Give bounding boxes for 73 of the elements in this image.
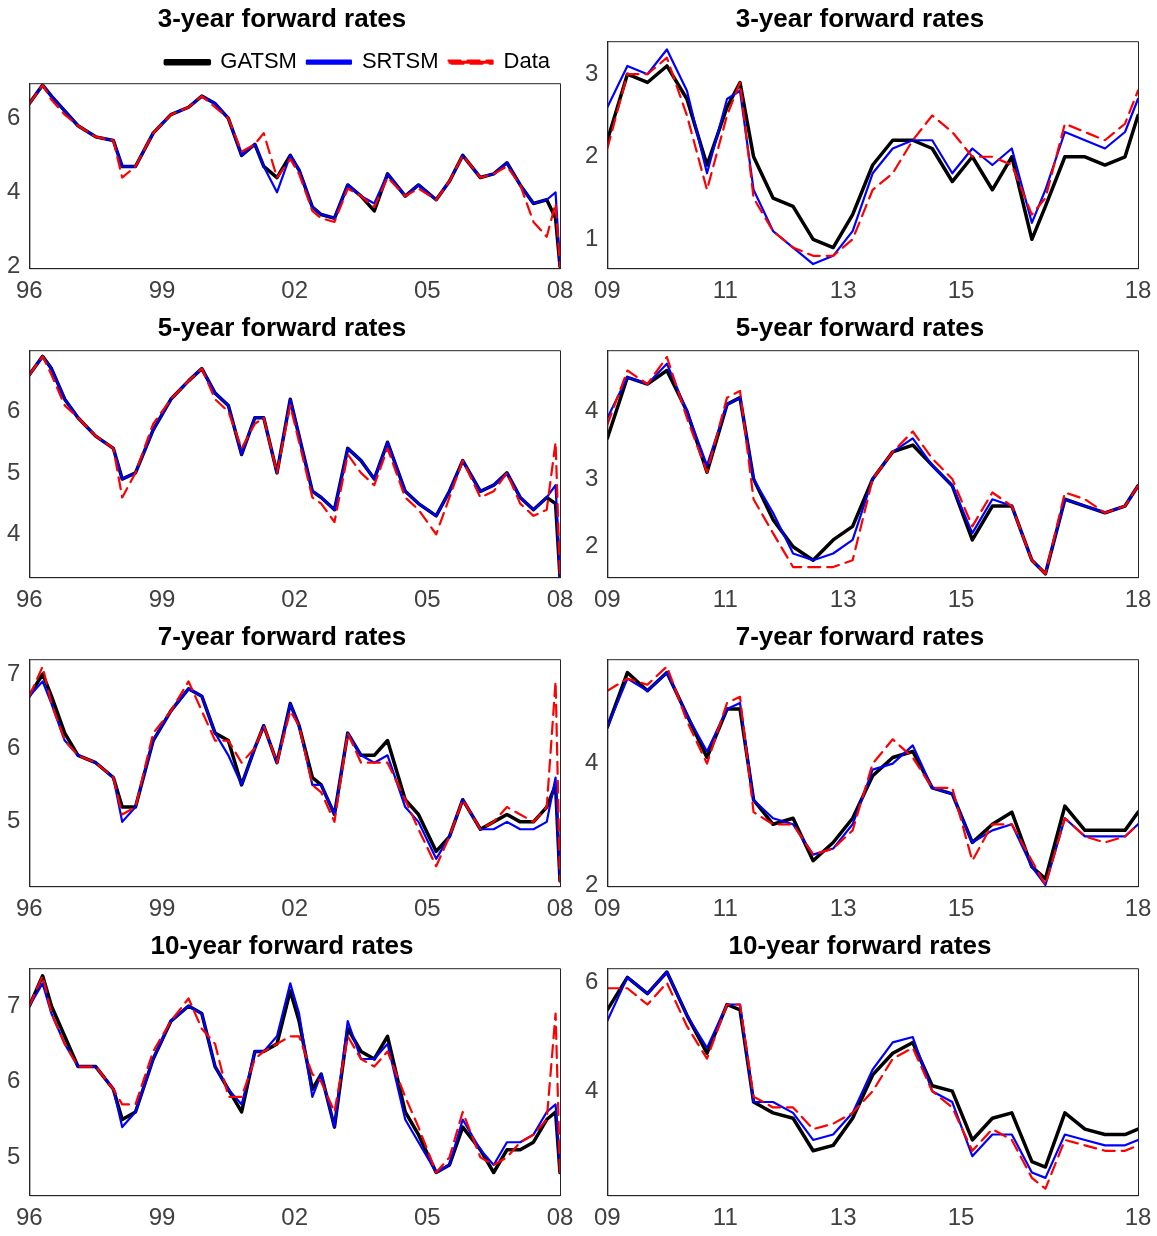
chart-title: 3-year forward rates [735,2,985,33]
chart-title: 7-year forward rates [735,620,985,651]
y-tick-label: 6 [6,1066,21,1094]
x-tick-label: 05 [413,585,441,613]
y-tick-label: 6 [6,102,21,130]
x-tick-label: 99 [148,1203,176,1231]
chart-title: 10-year forward rates [150,929,414,960]
y-tick-label: 1 [584,223,599,251]
x-tick-label: 09 [594,894,621,922]
x-tick-label: 96 [16,585,43,613]
y-tick-label: 3 [584,463,599,491]
x-tick-label: 11 [712,894,738,922]
y-tick-label: 4 [584,1075,599,1103]
x-tick-label: 11 [712,1203,738,1231]
x-tick-label: 13 [829,276,857,304]
x-tick-label: 18 [1124,276,1152,304]
chart-title: 5-year forward rates [735,311,985,342]
x-tick-label: 08 [546,276,574,304]
x-tick-label: 05 [413,276,441,304]
x-tick-label: 13 [829,585,857,613]
chart-title: 5-year forward rates [157,311,407,342]
x-tick-label: 02 [281,894,309,922]
x-tick-label: 15 [947,276,975,304]
y-tick-label: 7 [6,658,21,686]
y-tick-label: 5 [6,806,21,834]
x-tick-label: 96 [16,894,43,922]
y-tick-label: 4 [6,518,21,546]
x-tick-label: 05 [413,894,441,922]
y-tick-label: 6 [584,967,599,995]
legend-label: Data [503,48,551,74]
x-tick-label: 15 [947,894,975,922]
y-tick-label: 4 [584,395,599,423]
x-tick-label: 15 [947,585,975,613]
y-tick-label: 6 [6,396,21,424]
x-tick-label: 18 [1124,894,1152,922]
x-tick-label: 15 [947,1203,975,1231]
y-tick-label: 2 [584,869,599,897]
x-tick-label: 99 [148,276,176,304]
legend-label: GATSM [220,48,297,74]
x-tick-label: 02 [281,276,309,304]
y-tick-label: 4 [584,748,599,776]
chart-title: 7-year forward rates [157,620,407,651]
x-tick-label: 02 [281,585,309,613]
x-tick-label: 18 [1124,1203,1152,1231]
x-tick-label: 13 [829,1203,857,1231]
x-tick-label: 99 [148,894,176,922]
y-tick-label: 4 [6,176,21,204]
x-tick-label: 05 [413,1203,441,1231]
y-tick-label: 5 [6,457,21,485]
x-tick-label: 11 [712,585,738,613]
y-tick-label: 2 [584,531,599,559]
y-tick-label: 2 [584,141,599,169]
x-tick-label: 09 [594,276,621,304]
y-tick-label: 3 [584,58,599,86]
y-tick-label: 6 [6,732,21,760]
y-tick-label: 5 [6,1141,21,1169]
x-tick-label: 08 [546,894,574,922]
x-tick-label: 09 [594,1203,621,1231]
x-tick-label: 02 [281,1203,309,1231]
y-tick-label: 7 [6,990,21,1018]
x-tick-label: 18 [1124,585,1152,613]
x-tick-label: 09 [594,585,621,613]
chart-title: 3-year forward rates [157,2,407,33]
x-tick-label: 99 [148,585,176,613]
x-tick-label: 96 [16,276,43,304]
y-tick-label: 2 [6,250,21,278]
x-tick-label: 96 [16,1203,43,1231]
x-tick-label: 08 [546,1203,574,1231]
x-tick-label: 08 [546,585,574,613]
chart-title: 10-year forward rates [728,929,992,960]
legend-label: SRTSM [361,48,439,74]
x-tick-label: 11 [712,276,738,304]
x-tick-label: 13 [829,894,857,922]
